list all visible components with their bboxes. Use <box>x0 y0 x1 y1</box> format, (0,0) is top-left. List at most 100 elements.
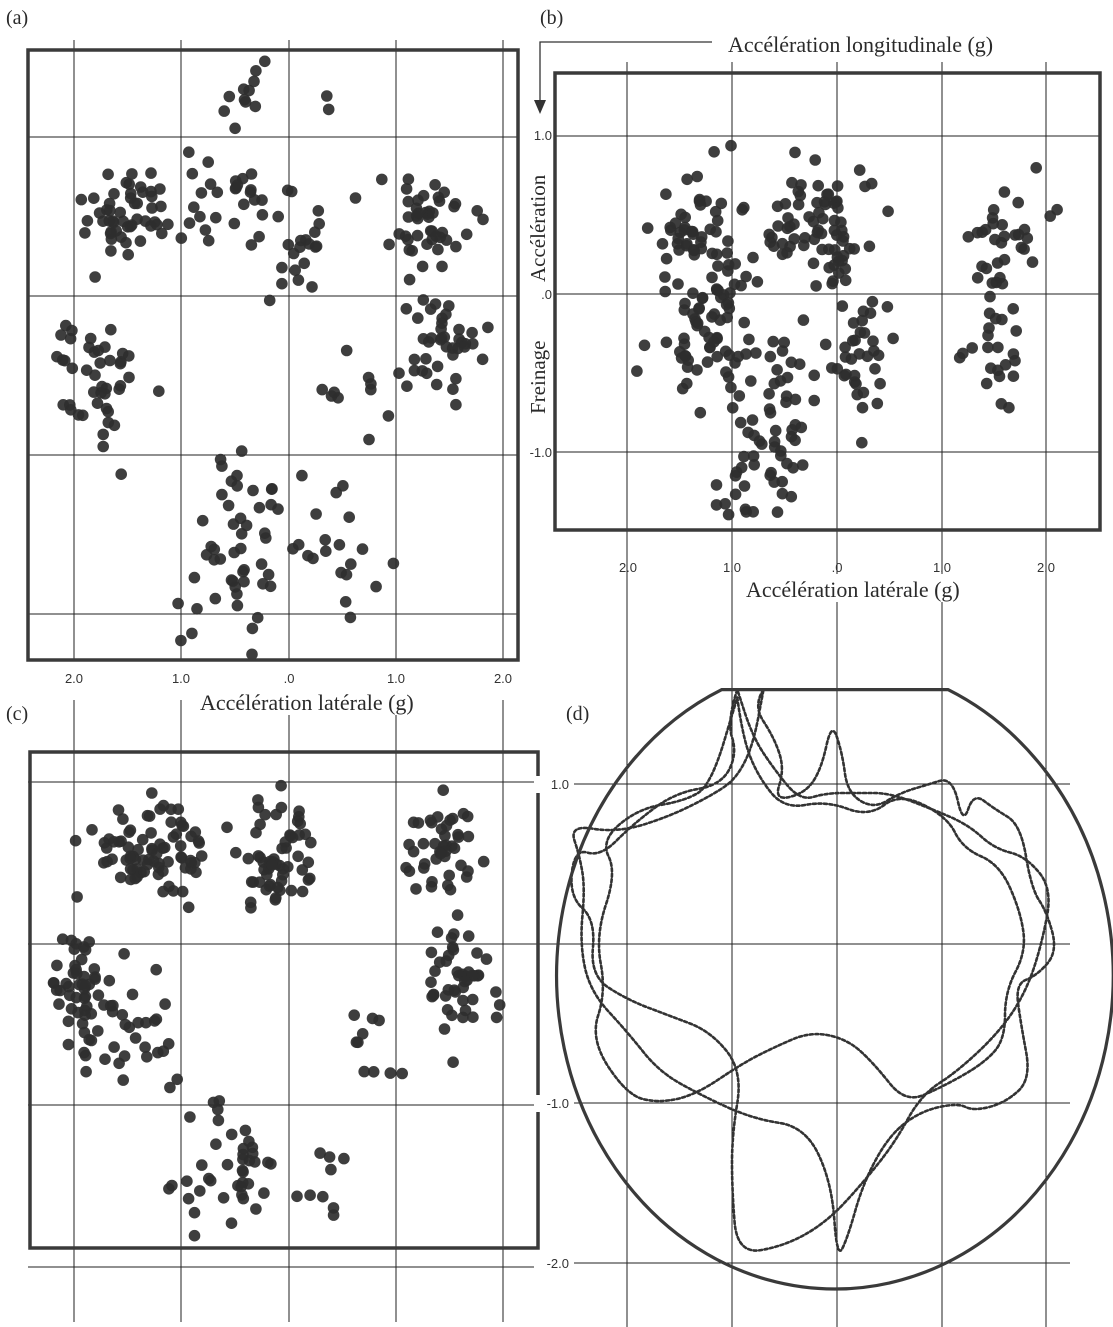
panel-a-point <box>209 592 222 605</box>
panel-b-point <box>786 176 798 189</box>
panel-a-point <box>344 611 357 624</box>
panel-a-point <box>154 183 166 195</box>
panel-a-point <box>208 554 220 566</box>
panel-b-point <box>1018 243 1030 255</box>
panel-a-point <box>349 192 362 204</box>
panel-b-point <box>839 274 852 287</box>
panel-c-point <box>443 869 456 882</box>
panel-c-point <box>65 1003 78 1015</box>
panel-a-point <box>55 329 67 341</box>
xlabel-b-background <box>744 574 1006 602</box>
panel-a-point <box>298 257 311 270</box>
panel-a-point <box>400 303 413 315</box>
panel-b-point <box>768 377 781 390</box>
panel-a-point <box>256 209 269 221</box>
panel-b-point <box>1051 203 1063 216</box>
panel-b-point <box>850 378 862 390</box>
panel-a-point <box>235 528 248 540</box>
dashed-curves <box>570 688 1056 1252</box>
panel-c-point <box>338 1152 350 1165</box>
panel-b-point <box>986 277 999 289</box>
panel-b-point <box>736 204 748 216</box>
panel-c-point <box>466 993 479 1006</box>
panel-b-point <box>721 311 733 324</box>
panel-b-point <box>795 421 808 434</box>
panel-b-point <box>696 292 709 305</box>
panel-a-point <box>402 195 415 208</box>
panel-a-point <box>155 200 167 213</box>
panel-b-point <box>772 220 784 232</box>
panel-c-point <box>427 989 440 1002</box>
panel-a-point <box>188 201 200 213</box>
panel-a-point <box>306 281 318 293</box>
panel-a-point <box>249 100 262 113</box>
panel-b-point <box>771 364 783 376</box>
panel-b-point <box>811 196 823 209</box>
panel-b-point <box>987 204 1000 216</box>
panel-b-point <box>998 186 1011 198</box>
panel-c-point <box>305 836 317 849</box>
panel-a-point <box>260 532 272 544</box>
panel-c-point <box>126 988 139 1001</box>
panel-b-point <box>856 436 868 449</box>
panel-c-point <box>237 1148 249 1161</box>
panel-a-point <box>225 574 238 586</box>
panel-c-point <box>63 989 76 1002</box>
panel-b-point <box>706 247 718 260</box>
panel-c-point <box>162 856 174 868</box>
panel-b-point <box>710 479 723 491</box>
panel-c-point <box>407 816 420 829</box>
panel-c-point <box>418 858 431 870</box>
panel-c-point <box>480 953 493 965</box>
panel-b-point <box>686 225 699 238</box>
panel-b-point <box>776 487 789 500</box>
panel-a-point <box>235 445 248 457</box>
panel-a-point <box>246 622 259 635</box>
panel-b-point <box>747 251 759 264</box>
panel-a-point <box>363 433 375 446</box>
panel-b-point <box>710 226 722 238</box>
panel-a-point <box>114 206 126 219</box>
panel-c-point <box>477 855 490 868</box>
panel-c-point <box>212 1103 224 1116</box>
panel-c-point <box>292 850 304 863</box>
panel-c-point <box>244 896 257 909</box>
panel-b-ytick-1: .0 <box>541 287 552 302</box>
panel-c-point <box>79 1049 92 1062</box>
panel-b-point <box>1007 370 1020 383</box>
panel-b-point <box>722 371 735 383</box>
panel-a-point <box>60 319 72 332</box>
panel-b-point <box>764 469 776 482</box>
panel-c-point <box>225 1217 238 1229</box>
panel-c-point <box>194 1185 206 1197</box>
panel-c-point <box>80 1065 92 1078</box>
panel-a-point <box>93 207 106 219</box>
panel-b-point <box>868 345 880 357</box>
panel-c-point <box>384 1067 397 1079</box>
panel-b-point <box>710 283 723 295</box>
panel-c-point <box>275 779 287 792</box>
title-background <box>714 28 1044 58</box>
panel-c-point <box>175 851 187 863</box>
panel-b-point <box>863 240 876 253</box>
panel-a-point <box>307 552 319 565</box>
panel-b-point <box>1007 303 1019 315</box>
panel-b-point <box>984 290 996 303</box>
panel-c-point <box>165 816 177 828</box>
panel-c-point <box>356 1028 369 1040</box>
panel-a-point <box>263 294 276 307</box>
panel-a-point <box>204 178 217 190</box>
panel-a-point <box>412 194 424 206</box>
panel-c-point <box>455 859 467 872</box>
panel-b-frame <box>553 71 1102 532</box>
panel-c-point <box>159 998 171 1010</box>
panel-b-point <box>672 232 684 245</box>
panel-c-point <box>177 820 190 832</box>
panel-c-point <box>239 1124 252 1137</box>
panel-b-point <box>785 490 798 503</box>
panel-c-point <box>221 821 233 834</box>
panel-a-point <box>251 611 264 624</box>
panel-b-point <box>738 316 750 329</box>
panel-a-point <box>175 634 187 647</box>
panel-a-point <box>72 409 85 421</box>
